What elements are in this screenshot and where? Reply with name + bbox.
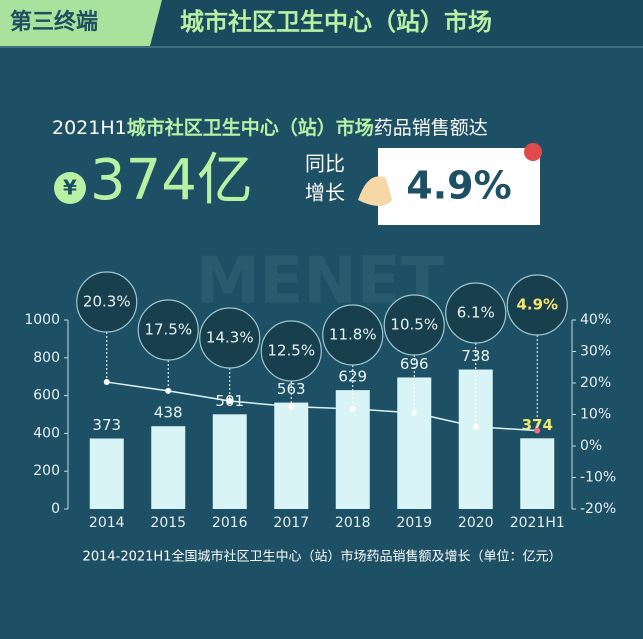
- y2-tick-label: 20%: [580, 375, 611, 391]
- growth-point: [349, 405, 356, 412]
- y-tick-label: 400: [33, 425, 60, 441]
- y2-tick-label: -10%: [580, 470, 616, 486]
- x-tick-label: 2021H1: [510, 515, 565, 531]
- bar: [151, 426, 186, 509]
- headline-highlight: 城市社区卫生中心（站）市场: [127, 116, 374, 139]
- bar-value-label: 438: [154, 404, 183, 422]
- x-tick-label: 2020: [458, 515, 494, 531]
- growth-label: 12.5%: [267, 342, 315, 360]
- growth-label: 17.5%: [144, 321, 192, 339]
- growth-point: [288, 403, 295, 410]
- y2-tick-label: 0%: [580, 438, 602, 454]
- growth-label: 11.8%: [329, 326, 377, 344]
- x-tick-label: 2016: [212, 515, 248, 531]
- growth-bubble: [445, 282, 507, 344]
- headline-prefix: 2021H1: [52, 117, 127, 139]
- x-tick-label: 2014: [89, 515, 125, 531]
- x-tick-label: 2018: [335, 515, 371, 531]
- growth-bubble: [322, 304, 384, 366]
- yoy-label-1: 同比: [305, 152, 345, 176]
- growth-point: [472, 423, 479, 430]
- bar-value-label: 629: [338, 368, 367, 386]
- y2-tick-label: -20%: [580, 501, 616, 517]
- currency-badge: [54, 172, 86, 204]
- y-tick-label: 200: [33, 463, 60, 479]
- yoy-card: [378, 148, 540, 225]
- growth-bubble: [76, 271, 138, 333]
- growth-label: 4.9%: [516, 296, 558, 314]
- growth-point: [165, 387, 172, 394]
- chart: 0 200 400 600 800 1000 -20% -10% 0% 10% 20% 30% 40% 2…: [24, 271, 616, 531]
- y-tick-label: 1000: [24, 312, 60, 328]
- growth-point: [103, 379, 110, 386]
- growth-bubble: [260, 320, 322, 382]
- growth-label: 20.3%: [83, 293, 131, 311]
- growth-label: 6.1%: [457, 304, 495, 322]
- y-tick-label: 0: [51, 501, 60, 517]
- growth-point: [534, 427, 541, 434]
- chart-caption: 2014-2021H1全国城市社区卫生中心（站）市场药品销售额及增长（单位：亿元…: [83, 549, 562, 565]
- bar: [89, 438, 124, 509]
- yoy-value: 4.9%: [406, 164, 511, 208]
- hand-icon: [358, 176, 392, 206]
- bar: [520, 438, 555, 509]
- growth-line: [106, 381, 538, 432]
- growth-bubble: [199, 307, 261, 369]
- ribbon-icon: [524, 143, 542, 161]
- y2-tick-label: 40%: [580, 312, 611, 328]
- currency: ¥: [63, 176, 77, 200]
- growth-point: [411, 409, 418, 416]
- bar: [458, 369, 493, 509]
- amount: 374亿: [90, 148, 253, 213]
- x-tick-label: 2015: [150, 515, 186, 531]
- header-title: 城市社区卫生中心（站）市场: [180, 8, 492, 36]
- x-tick-label: 2019: [396, 515, 432, 531]
- header-tab: [0, 0, 162, 46]
- header-tag: 第三终端: [10, 9, 98, 35]
- bar-value-label: 373: [92, 416, 121, 434]
- headline: 2021H1城市社区卫生中心（站）市场药品销售额达: [52, 116, 488, 139]
- y2-tick-label: 10%: [580, 407, 611, 423]
- y-tick-label: 600: [33, 388, 60, 404]
- growth-label: 14.3%: [206, 329, 254, 347]
- growth-label: 10.5%: [390, 316, 438, 334]
- headline-suffix: 药品销售额达: [374, 117, 488, 139]
- growth-bubble: [506, 274, 568, 336]
- growth-bubble: [137, 299, 199, 361]
- bar: [397, 377, 432, 509]
- y-tick-label: 800: [33, 350, 60, 366]
- y2-tick-label: 30%: [580, 344, 611, 360]
- bar: [274, 402, 309, 509]
- growth-point: [226, 397, 233, 404]
- x-tick-label: 2017: [273, 515, 309, 531]
- bar: [212, 414, 247, 509]
- growth-bubble: [383, 294, 445, 356]
- yoy-label-2: 增长: [305, 181, 345, 205]
